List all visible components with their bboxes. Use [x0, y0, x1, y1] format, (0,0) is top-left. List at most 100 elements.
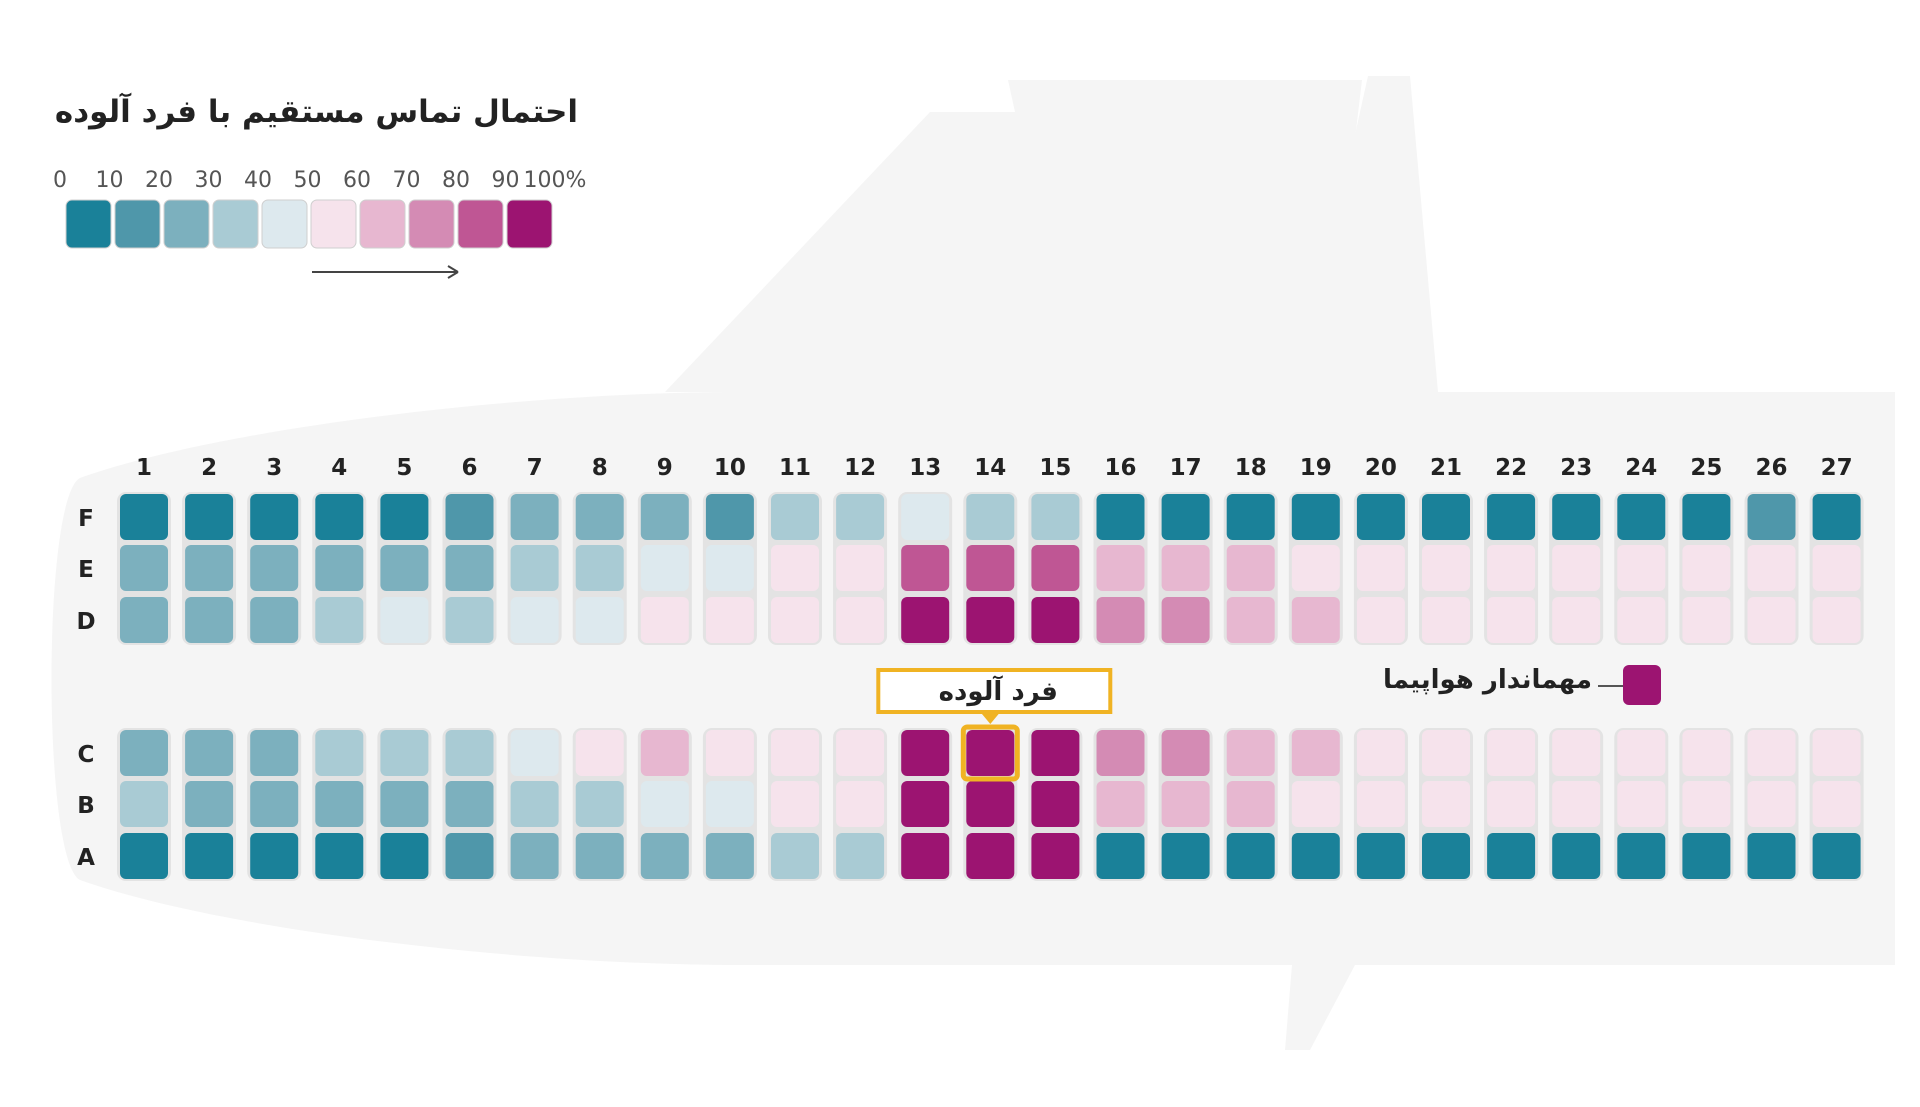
column-label: 11 [779, 455, 811, 481]
flight-attendant-label: مهماندار هواپیما [1383, 665, 1592, 695]
seat-22C [1487, 730, 1536, 776]
seat-17E [1161, 545, 1210, 591]
column-label: 25 [1690, 455, 1722, 481]
legend-title: احتمال تماس مستقیم با فرد آلوده [55, 92, 578, 130]
seat-6E [445, 545, 494, 591]
legend-tick-label: 30 [195, 168, 223, 193]
column-label: 22 [1495, 455, 1527, 481]
seat-14A [966, 833, 1015, 879]
seat-13B [901, 781, 950, 827]
seat-25B [1682, 781, 1731, 827]
seat-14B [966, 781, 1015, 827]
seat-16B [1096, 781, 1145, 827]
seat-26C [1747, 730, 1796, 776]
seat-1D [120, 597, 168, 643]
seat-12F [836, 494, 885, 540]
seat-4D [315, 597, 364, 643]
seat-13A [901, 833, 950, 879]
column-label: 5 [396, 455, 412, 481]
seat-20C [1356, 730, 1405, 776]
legend-tick-label: 90 [492, 168, 520, 193]
seat-5F [380, 494, 429, 540]
seat-16F [1096, 494, 1145, 540]
seat-19F [1291, 494, 1340, 540]
seat-1E [120, 545, 168, 591]
seat-1C [120, 730, 168, 776]
seat-22F [1487, 494, 1536, 540]
seat-10B [705, 781, 754, 827]
seat-17F [1161, 494, 1210, 540]
seat-19B [1291, 781, 1340, 827]
seat-6D [445, 597, 494, 643]
legend-tick-label: 80 [442, 168, 470, 193]
seat-1B [120, 781, 168, 827]
seat-24C [1617, 730, 1666, 776]
seat-24F [1617, 494, 1666, 540]
seat-letter-label: F [78, 506, 94, 532]
seat-17A [1161, 833, 1210, 879]
seat-24B [1617, 781, 1666, 827]
seat-8F [575, 494, 624, 540]
legend-swatch [310, 199, 357, 249]
seat-6C [445, 730, 494, 776]
seat-22B [1487, 781, 1536, 827]
seat-2D [185, 597, 234, 643]
seat-11C [771, 730, 819, 776]
seat-21D [1422, 597, 1470, 643]
seat-4F [315, 494, 364, 540]
seat-20B [1356, 781, 1405, 827]
legend-swatch [114, 199, 161, 249]
column-label: 24 [1625, 455, 1657, 481]
seat-18C [1226, 730, 1275, 776]
seat-16E [1096, 545, 1145, 591]
seat-2C [185, 730, 234, 776]
seat-7A [510, 833, 559, 879]
seat-5A [380, 833, 429, 879]
seat-21B [1422, 781, 1470, 827]
seat-3C [250, 730, 299, 776]
legend: احتمال تماس مستقیم با فرد آلوده 0 10 20 30 40… [53, 92, 586, 279]
column-number-labels: 1 2 3 4 5 6 7 8 9 10 11 12 13 14 15 16 17 18 19 20 21 22 23 24 2… [136, 455, 1853, 481]
infected-callout-pointer [980, 712, 1001, 724]
seat-grid [117, 492, 1864, 881]
seat-13F [901, 494, 950, 540]
seat-6F [445, 494, 494, 540]
legend-arrow-head [447, 265, 459, 279]
column-label: 9 [657, 455, 673, 481]
seat-27C [1812, 730, 1861, 776]
seat-21E [1422, 545, 1470, 591]
seat-4C [315, 730, 364, 776]
column-label: 10 [714, 455, 746, 481]
seat-9F [640, 494, 689, 540]
seat-25E [1682, 545, 1731, 591]
seat-10C [705, 730, 754, 776]
infected-seat-highlight [960, 724, 1020, 782]
seat-11D [771, 597, 819, 643]
seat-14F [966, 494, 1015, 540]
seat-3A [250, 833, 299, 879]
seat-19E [1291, 545, 1340, 591]
seat-15F [1031, 494, 1080, 540]
seat-7B [510, 781, 559, 827]
seat-21C [1422, 730, 1470, 776]
seat-27F [1812, 494, 1861, 540]
seat-11E [771, 545, 819, 591]
seat-18A [1226, 833, 1275, 879]
seat-9E [640, 545, 689, 591]
infected-callout-box [876, 668, 1113, 714]
seat-5E [380, 545, 429, 591]
seat-9C [640, 730, 689, 776]
legend-swatch [65, 199, 112, 249]
column-label: 2 [201, 455, 217, 481]
legend-swatch [506, 199, 553, 249]
seat-13E [901, 545, 950, 591]
seat-10A [705, 833, 754, 879]
infected-callout-label: فرد آلوده [939, 675, 1058, 707]
seat-letter-label: D [76, 609, 95, 635]
seat-18F [1226, 494, 1275, 540]
seat-26F [1747, 494, 1796, 540]
legend-tick-label: 10 [96, 168, 124, 193]
seat-26B [1747, 781, 1796, 827]
seat-24E [1617, 545, 1666, 591]
